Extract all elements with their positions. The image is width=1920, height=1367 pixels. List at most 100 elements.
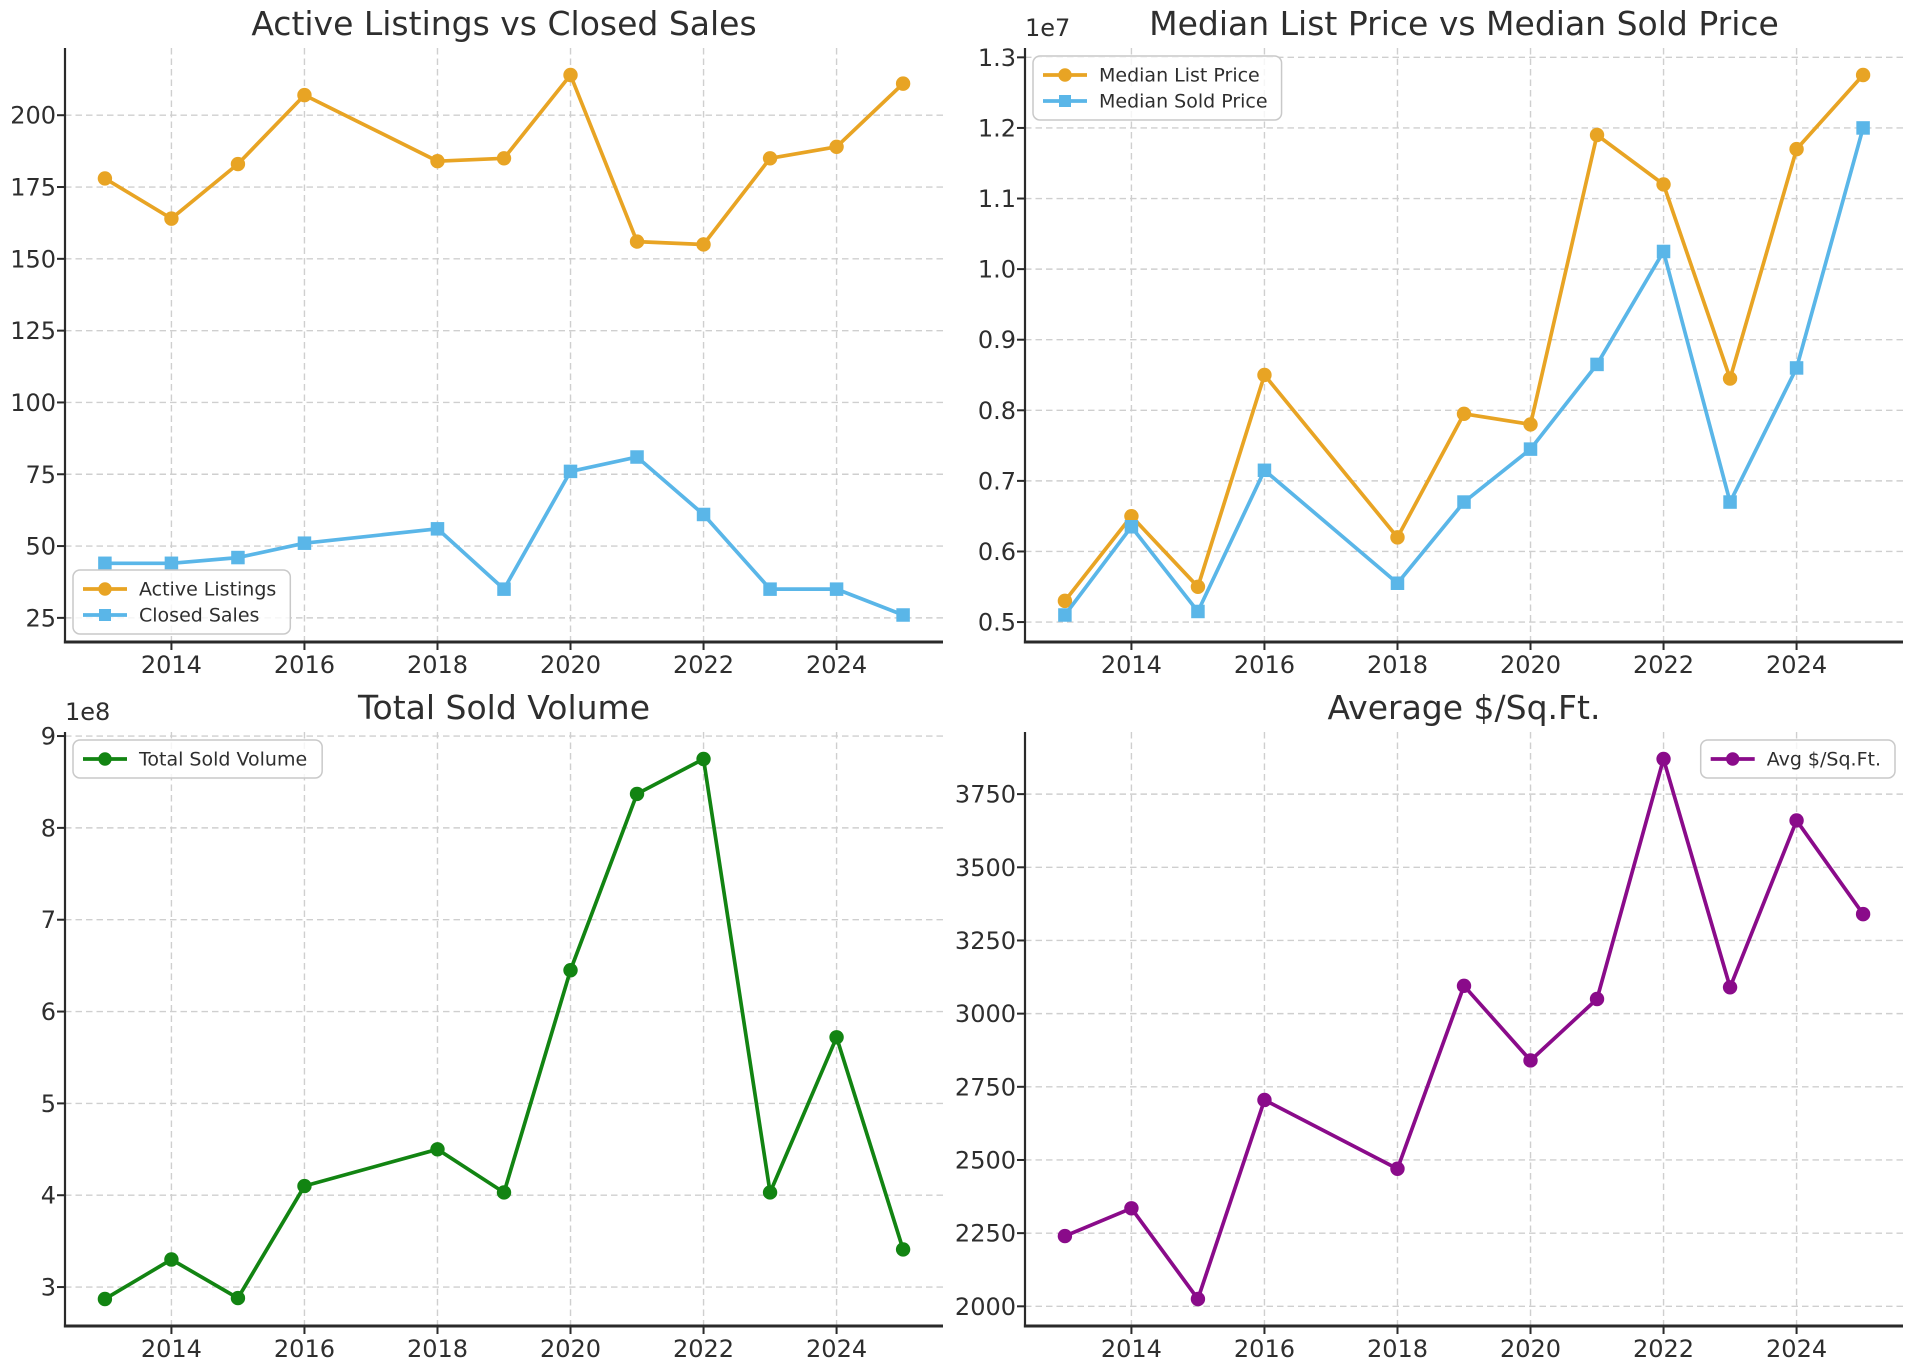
data-point-active-listings [696,237,711,252]
chart-median-list-vs-median-sold-price: 2014 2016 2018 2020 2022 2024 0.5 0.6 0.7 0.8 0.9 1… [978,4,1903,679]
data-point-total-sold-volume [496,1185,512,1200]
data-point-active-listings [895,76,911,91]
data-point-total-sold-volume [696,751,711,767]
x-tick-label: 2018 [1367,1335,1428,1363]
data-point-avg-sq-ft [1855,906,1871,922]
x-tick-label: 2016 [1234,651,1295,679]
y-tick-label: 7 [41,906,56,934]
series-line-closed-sales [104,455,904,617]
data-point-active-listings [496,151,512,166]
data-point-median-sold-price [1191,604,1205,619]
y-tick-label: 3000 [955,1000,1016,1028]
series-markers-active-listings [97,67,911,252]
y-tick-label: 2250 [955,1220,1016,1248]
data-point-median-sold-price [1124,520,1139,534]
y-tick-label: 4 [41,1182,56,1210]
data-point-active-listings [297,87,312,103]
data-point-median-list-price [1390,530,1405,545]
data-point-active-listings [829,139,844,155]
x-tick-label: 2024 [806,1335,867,1363]
series-markers-total-sold-volume [97,751,911,1307]
legend-swatch-circle [98,582,112,596]
x-tick-label: 2014 [1101,1335,1162,1363]
data-point-total-sold-volume [97,1291,113,1307]
legend-label: Total Sold Volume [138,749,307,771]
data-point-total-sold-volume [762,1185,778,1200]
chart-average-price-per-sqft: 2014 2016 2018 2020 2022 2024 2000 2250 2500 2750… [955,688,1903,1363]
data-point-total-sold-volume [895,1242,911,1257]
y-tick-label: 3750 [955,781,1016,809]
data-point-median-sold-price [1457,495,1471,509]
legend-label: Avg $/Sq.Ft. [1767,749,1881,771]
y-tick-label: 150 [10,245,56,273]
legend-active-listings-vs-closed-sales: Active Listings Closed Sales [72,569,292,635]
y-tick-label: 0.5 [978,609,1016,637]
y-tick-label: 0.8 [978,397,1016,425]
data-point-active-listings [762,151,778,166]
legend-swatch-square [1059,95,1071,107]
data-point-closed-sales [896,608,910,622]
data-point-total-sold-volume [230,1290,246,1306]
data-point-closed-sales [98,556,112,571]
data-point-total-sold-volume [297,1178,312,1194]
chart-title: Active Listings vs Closed Sales [251,4,756,43]
data-point-total-sold-volume [563,963,578,978]
data-point-avg-sq-ft [1789,813,1804,828]
x-tick-label: 2022 [673,651,734,679]
data-point-median-sold-price [1523,442,1538,456]
y-tick-label: 1.1 [978,185,1016,213]
data-point-total-sold-volume [430,1142,445,1157]
series-line-median-sold-price [1063,127,1865,617]
x-tick-label: 2022 [673,1335,734,1363]
x-tick-label: 2016 [274,651,335,679]
data-point-median-list-price [1257,367,1272,383]
y-tick-label: 2500 [955,1146,1016,1174]
y-tick-label: 8 [41,814,56,842]
y-tick-label: 175 [10,174,56,202]
y-tick-label: 5 [41,1090,56,1118]
legend-label: Median Sold Price [1099,91,1268,113]
data-point-median-list-price [1456,406,1472,422]
y-tick-label: 3500 [955,854,1016,882]
chart-title: Median List Price vs Median Sold Price [1149,4,1779,43]
y-tick-label: 0.7 [978,467,1016,495]
series-line-active-listings [103,73,905,247]
x-tick-label: 2016 [1234,1335,1295,1363]
data-point-median-list-price [1589,127,1605,143]
y-tick-label: 2750 [955,1073,1016,1101]
series-line-avg-sq-ft [1064,757,1865,1301]
y-tick-label: 200 [10,102,56,130]
x-tick-label: 2018 [407,1335,468,1363]
y-tick-label: 3 [41,1274,56,1302]
grid-total-sold-volume [65,732,943,1326]
data-point-median-sold-price [1856,121,1870,135]
data-point-closed-sales [497,582,511,596]
data-point-median-sold-price [1789,361,1804,375]
series-markers-median-sold-price [1058,121,1870,622]
series-markers-closed-sales [98,450,910,622]
data-point-avg-sq-ft [1124,1201,1139,1216]
data-point-avg-sq-ft [1523,1053,1538,1068]
legend-label: Closed Sales [139,605,259,627]
series-markers-avg-sq-ft [1057,751,1871,1307]
data-point-median-list-price [1523,417,1538,432]
legend-swatch-circle [98,752,112,766]
data-point-closed-sales [231,550,245,565]
y-tick-label: 50 [25,533,56,561]
chart-total-sold-volume: 2014 2016 2018 2020 2022 2024 3 4 5 6 7 8 9 Total Sol… [41,688,943,1363]
data-point-median-sold-price [1257,463,1272,478]
y-tick-label: 1.0 [978,256,1016,284]
x-tick-label: 2020 [1500,651,1561,679]
data-point-median-list-price [1057,593,1073,609]
y-tick-label: 3250 [955,927,1016,955]
data-point-avg-sq-ft [1656,751,1671,767]
y-tick-label: 2000 [955,1293,1016,1321]
legend-box [72,739,323,779]
data-point-median-list-price [1855,67,1871,83]
x-tick-label: 2022 [1633,1335,1694,1363]
x-tick-label: 2024 [1766,651,1827,679]
data-point-total-sold-volume [164,1252,179,1267]
data-point-active-listings [164,211,179,226]
x-tick-label: 2022 [1633,651,1694,679]
